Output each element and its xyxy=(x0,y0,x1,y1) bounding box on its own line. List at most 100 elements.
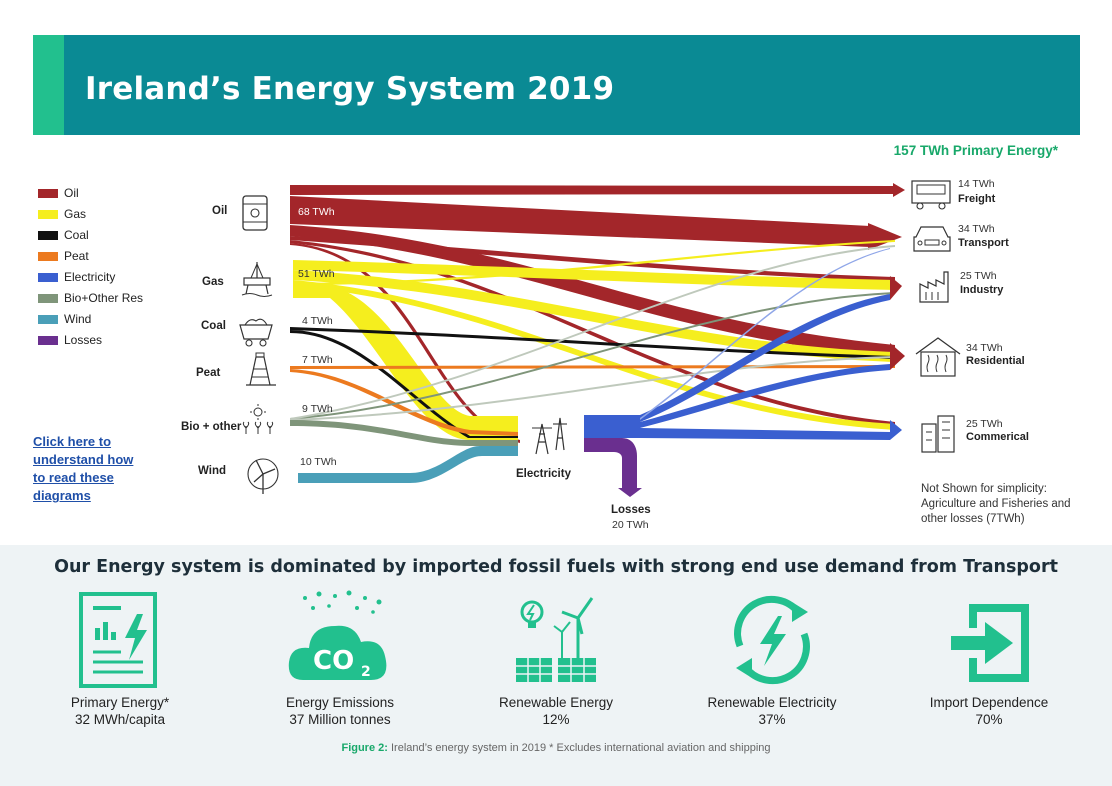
import-arrow-icon xyxy=(951,604,1029,682)
electricity-pylon-icon xyxy=(532,417,567,455)
legend-swatch xyxy=(38,210,58,219)
stat-label: Energy Emissions xyxy=(285,695,395,710)
legend-swatch xyxy=(38,231,58,240)
header-band: Ireland’s Energy System 2019 xyxy=(33,35,1080,135)
source-value-gas: 51 TWh xyxy=(298,268,335,280)
stat-label: Renewable Energy xyxy=(498,695,614,710)
flows-coal xyxy=(290,327,895,438)
figure-caption-lead: Figure 2: xyxy=(341,742,388,754)
stat-value: 70% xyxy=(975,712,1003,727)
header-accent xyxy=(33,35,64,135)
dest-value-commercial: 25 TWh xyxy=(966,418,1003,430)
renewable-electricity-icon xyxy=(734,595,810,685)
source-value-peat: 7 TWh xyxy=(302,354,333,366)
flow-bio-residential xyxy=(290,356,895,421)
stat-energy-emissions: CO 2 Energy Emissions 37 Million tonnes xyxy=(240,590,440,728)
primary-energy-total: 157 TWh Primary Energy* xyxy=(893,143,1058,158)
flow-electricity-out-stem xyxy=(584,415,640,438)
losses-label: Losses xyxy=(611,504,651,516)
flow-bio-electricity xyxy=(290,420,518,446)
legend-label: Coal xyxy=(64,228,89,242)
legend-swatch xyxy=(38,336,58,345)
factory-icon xyxy=(919,271,949,303)
figure-caption: Figure 2: Ireland’s energy system in 201… xyxy=(0,742,1112,754)
legend-swatch xyxy=(38,273,58,282)
legend-swatch xyxy=(38,294,58,303)
legend-item-peat: Peat xyxy=(38,249,158,270)
flow-gas-transport xyxy=(293,240,895,285)
flows-gas xyxy=(293,240,895,440)
arrow-industry xyxy=(890,276,902,300)
svg-text:2: 2 xyxy=(361,664,371,680)
legend-item-wind: Wind xyxy=(38,312,158,333)
stat-label: Renewable Electricity xyxy=(707,695,837,710)
gas-rig-icon xyxy=(241,262,273,297)
legend-item-electricity: Electricity xyxy=(38,270,158,291)
arrow-residential xyxy=(890,343,905,370)
summary-heading: Our Energy system is dominated by import… xyxy=(54,557,1058,577)
flow-oil-freight xyxy=(290,185,895,195)
renewables-icon xyxy=(516,597,596,682)
losses-value: 20 TWh xyxy=(612,519,649,531)
source-value-oil: 68 TWh xyxy=(298,206,335,218)
legend-label: Losses xyxy=(64,333,103,347)
stat-value: 32 MWh/capita xyxy=(74,712,166,727)
flows-oil xyxy=(290,183,905,443)
dest-value-residential: 34 TWh xyxy=(966,342,1003,354)
bio-plant-icon xyxy=(242,404,274,434)
legend-item-gas: Gas xyxy=(38,207,158,228)
flow-gas-residential xyxy=(293,270,895,362)
source-value-coal: 4 TWh xyxy=(302,315,333,327)
co2-cloud-icon: CO 2 xyxy=(288,590,387,680)
legend-label: Oil xyxy=(64,186,79,200)
coal-cart-icon xyxy=(239,318,273,347)
legend-label: Wind xyxy=(64,312,92,326)
flows-wind xyxy=(298,446,518,483)
flow-oil-residential xyxy=(290,225,895,358)
car-icon xyxy=(913,226,951,252)
how-to-read-link[interactable]: Click here to understand how to read the… xyxy=(33,434,134,503)
flow-oil-industry xyxy=(290,236,895,281)
flow-electricity-commercial xyxy=(640,428,890,440)
stat-label: Primary Energy* xyxy=(70,695,170,710)
stat-value: 12% xyxy=(542,712,570,727)
dest-value-freight: 14 TWh xyxy=(958,178,995,190)
stat-import-dependence: Import Dependence 70% xyxy=(889,590,1089,728)
legend-swatch xyxy=(38,252,58,261)
svg-text:CO: CO xyxy=(313,646,354,676)
figure-caption-text: Ireland’s energy system in 2019 * Exclud… xyxy=(387,742,771,754)
legend-item-losses: Losses xyxy=(38,333,158,354)
flow-oil-commercial xyxy=(290,240,895,426)
stat-primary-energy: Primary Energy* 32 MWh/capita xyxy=(20,590,220,728)
stat-value: 37% xyxy=(758,712,786,727)
flow-oil-transport xyxy=(290,196,870,247)
summary-panel: Our Energy system is dominated by import… xyxy=(0,545,1112,786)
legend-item-oil: Oil xyxy=(38,186,158,207)
flow-coal-residential xyxy=(290,327,895,359)
flow-wind-electricity xyxy=(298,446,518,483)
legend-label: Peat xyxy=(64,249,89,263)
source-label-gas: Gas xyxy=(202,276,224,288)
legend-label: Electricity xyxy=(64,270,116,284)
not-shown-note: Not Shown for simplicity: Agriculture an… xyxy=(921,483,1071,525)
stat-label: Import Dependence xyxy=(929,695,1049,710)
legend-label: Bio+Other Res xyxy=(64,291,144,305)
stat-value: 37 Million tonnes xyxy=(289,712,391,727)
dest-label-commercial: Commerical xyxy=(966,431,1029,443)
flow-losses xyxy=(584,438,642,497)
sankey-diagram: Oil Gas Coal Peat Bio + other Wind 68 TW… xyxy=(181,178,1029,531)
legend-item-bio-other-res: Bio+Other Res xyxy=(38,291,158,312)
dest-label-freight: Freight xyxy=(958,193,996,205)
dest-value-transport: 34 TWh xyxy=(958,223,995,235)
office-icon xyxy=(921,415,955,453)
flows-electricity xyxy=(584,248,890,440)
dest-value-industry: 25 TWh xyxy=(960,270,997,282)
flow-gas-electricity xyxy=(293,286,518,440)
flow-oil-freight-arrow xyxy=(893,183,905,197)
oil-barrel-icon xyxy=(242,195,268,231)
peat-mine-icon xyxy=(246,352,276,386)
flow-electricity-residential xyxy=(640,364,890,428)
source-value-wind: 10 TWh xyxy=(300,456,337,468)
source-label-bio: Bio + other xyxy=(181,421,242,433)
